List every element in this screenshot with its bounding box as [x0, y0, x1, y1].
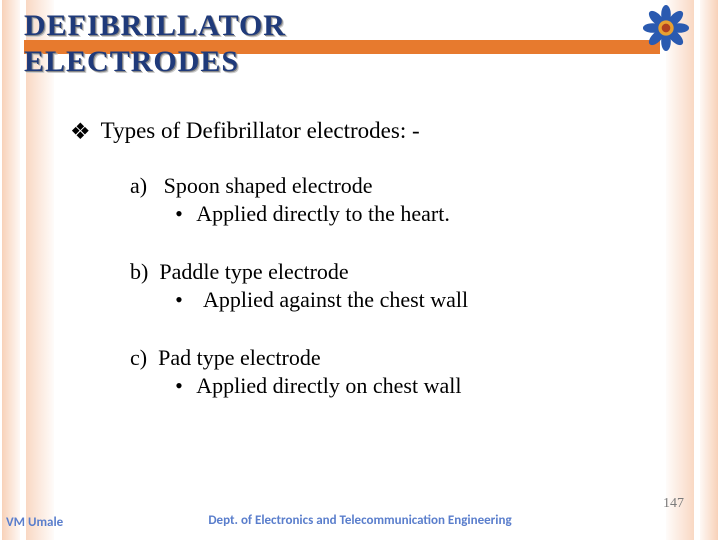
main-bullet-text: Types of Defibrillator electrodes: -	[101, 118, 420, 144]
list-item: a) Spoon shaped electrode Applied direct…	[130, 173, 660, 227]
item-label: a)	[130, 173, 147, 198]
item-label: c)	[130, 345, 147, 370]
page-number: 147	[663, 496, 684, 512]
item-sub-text: Applied against the chest wall	[203, 287, 468, 312]
list-item: c) Pad type electrode Applied directly o…	[130, 345, 660, 399]
item-title: Paddle type electrode	[159, 259, 348, 284]
item-sub: Applied directly to the heart.	[166, 201, 660, 227]
item-sub-text: Applied directly on chest wall	[196, 373, 461, 398]
bg-stripe-right-2	[666, 0, 694, 540]
title-line-1: DEFIBRILLATOR	[24, 8, 696, 44]
item-sub: Applied directly on chest wall	[166, 373, 660, 399]
sub-list: a) Spoon shaped electrode Applied direct…	[130, 173, 660, 399]
footer-department: Dept. of Electronics and Telecommunicati…	[0, 513, 720, 528]
diamond-bullet-icon: ❖	[70, 118, 91, 145]
item-title: Spoon shaped electrode	[164, 173, 373, 198]
list-item: b) Paddle type electrode Applied against…	[130, 259, 660, 313]
item-sub: Applied against the chest wall	[166, 287, 660, 313]
item-sub-text: Applied directly to the heart.	[196, 201, 450, 226]
main-bullet-row: ❖ Types of Defibrillator electrodes: -	[70, 118, 660, 145]
bg-stripe-left-1	[2, 0, 20, 540]
item-label: b)	[130, 259, 148, 284]
content-area: ❖ Types of Defibrillator electrodes: - a…	[70, 118, 660, 431]
institution-logo-icon	[642, 4, 690, 52]
bg-stripe-left-2	[26, 0, 54, 540]
item-title: Pad type electrode	[158, 345, 321, 370]
slide-title: DEFIBRILLATOR ELECTRODES	[24, 8, 696, 80]
bg-stripe-right-1	[700, 0, 718, 540]
title-line-2: ELECTRODES	[24, 44, 696, 80]
